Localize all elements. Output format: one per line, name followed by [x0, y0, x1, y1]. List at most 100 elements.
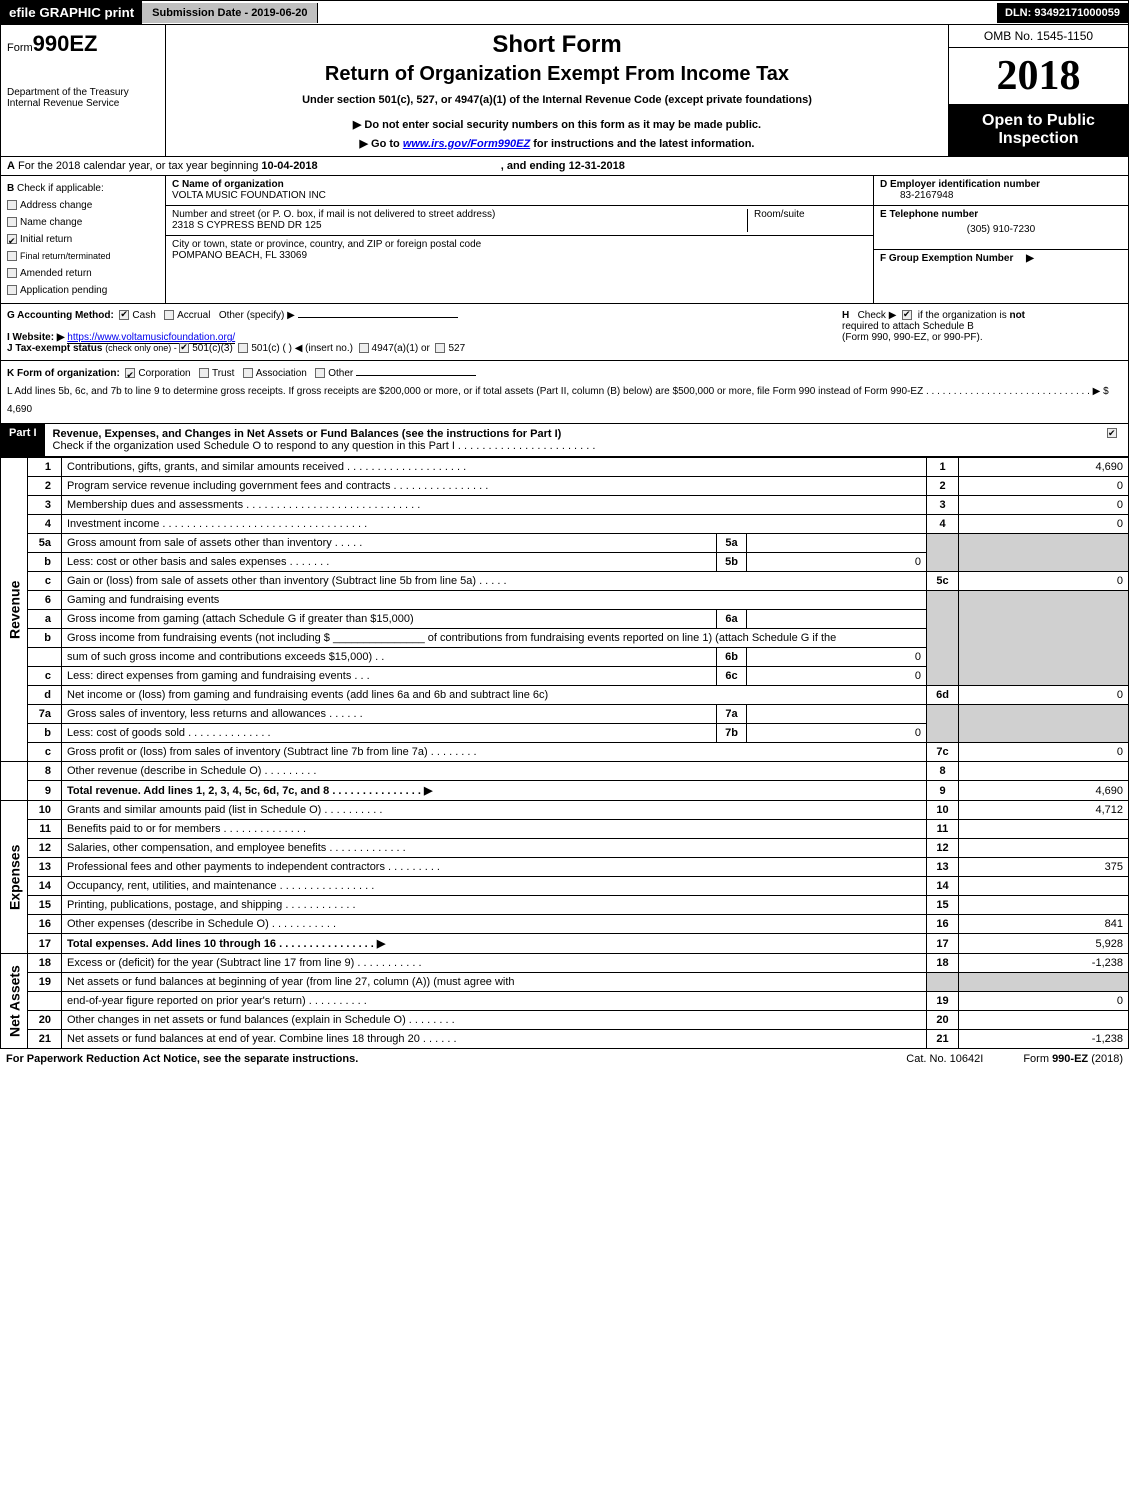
irs-link[interactable]: www.irs.gov/Form990EZ	[403, 138, 530, 150]
line-desc: Gross sales of inventory, less returns a…	[62, 705, 717, 724]
line-desc: Gross amount from sale of assets other t…	[62, 534, 717, 553]
return-title: Return of Organization Exempt From Incom…	[176, 63, 938, 86]
checkbox-cash[interactable]	[119, 310, 129, 320]
initial-return-label: Initial return	[20, 234, 72, 245]
501c3-label: 501(c)(3)	[192, 343, 233, 354]
checkbox-501c3[interactable]	[179, 343, 189, 353]
l-text: L Add lines 5b, 6c, and 7b to line 9 to …	[7, 386, 1103, 397]
table-row: 7a Gross sales of inventory, less return…	[1, 705, 1129, 724]
h-not: not	[1009, 310, 1025, 321]
table-row: 17 Total expenses. Add lines 10 through …	[1, 934, 1129, 954]
line-mid-num: 6b	[717, 648, 747, 667]
table-row: 16 Other expenses (describe in Schedule …	[1, 915, 1129, 934]
form-number: Form990EZ	[7, 31, 159, 57]
top-bar: efile GRAPHIC print Submission Date - 20…	[0, 0, 1129, 25]
city-value: POMPANO BEACH, FL 33069	[172, 250, 307, 261]
checkbox-trust[interactable]	[199, 368, 209, 378]
checkbox-final-return[interactable]	[7, 251, 17, 261]
h-check-label: Check ▶	[858, 310, 897, 321]
line-num: 13	[28, 858, 62, 877]
shaded-cell	[927, 973, 959, 992]
line-num: b	[28, 553, 62, 572]
table-row: 2 Program service revenue including gove…	[1, 477, 1129, 496]
line-mid-val: 0	[747, 724, 927, 743]
checkbox-4947[interactable]	[359, 343, 369, 353]
line-num-blank	[28, 992, 62, 1011]
row-a-tax-year: A For the 2018 calendar year, or tax yea…	[0, 157, 1129, 176]
line-num-blank	[28, 648, 62, 667]
tax-year-end: 12-31-2018	[569, 160, 625, 172]
checkbox-accrual[interactable]	[164, 310, 174, 320]
checkbox-501c[interactable]	[238, 343, 248, 353]
line-num: 5a	[28, 534, 62, 553]
line-desc: Gross income from gaming (attach Schedul…	[62, 610, 717, 629]
line-rnum: 14	[927, 877, 959, 896]
line-rval: 4,690	[959, 458, 1129, 477]
org-name-row: C Name of organization VOLTA MUSIC FOUND…	[166, 176, 873, 206]
line-mid-val: 0	[747, 648, 927, 667]
line-desc: Less: direct expenses from gaming and fu…	[62, 667, 717, 686]
line-desc: sum of such gross income and contributio…	[62, 648, 717, 667]
h-text-2: required to attach Schedule B	[842, 321, 974, 332]
checkbox-association[interactable]	[243, 368, 253, 378]
group-exemption-label: F Group Exemption Number	[880, 253, 1013, 264]
4947-label: 4947(a)(1) or	[372, 343, 430, 354]
line-desc: Gaming and fundraising events	[62, 591, 927, 610]
line-num: 20	[28, 1011, 62, 1030]
line-rval: 375	[959, 858, 1129, 877]
checkbox-h[interactable]	[902, 310, 912, 320]
line-rval	[959, 762, 1129, 781]
checkbox-application-pending[interactable]	[7, 285, 17, 295]
other-org-blank	[356, 375, 476, 376]
line-num: 18	[28, 954, 62, 973]
section-b-c-d: B Check if applicable: Address change Na…	[0, 176, 1129, 304]
part-1-desc: Revenue, Expenses, and Changes in Net As…	[45, 424, 1128, 456]
omb-number: OMB No. 1545-1150	[949, 25, 1128, 48]
line-num: 14	[28, 877, 62, 896]
501c-label: 501(c) ( ) ◀ (insert no.)	[251, 343, 353, 354]
efile-print-button[interactable]: efile GRAPHIC print	[1, 1, 142, 24]
table-row: 4 Investment income . . . . . . . . . . …	[1, 515, 1129, 534]
checkbox-amended-return[interactable]	[7, 268, 17, 278]
dln: DLN: 93492171000059	[997, 3, 1128, 23]
checkbox-address-change[interactable]	[7, 200, 17, 210]
dln-value: 93492171000059	[1034, 7, 1120, 19]
part-1-sub: Check if the organization used Schedule …	[53, 440, 596, 452]
line-rnum: 4	[927, 515, 959, 534]
line-desc: Net income or (loss) from gaming and fun…	[62, 686, 927, 705]
line-desc: Total expenses. Add lines 10 through 16 …	[62, 934, 927, 954]
checkbox-schedule-o[interactable]	[1107, 428, 1117, 438]
checkbox-corporation[interactable]	[125, 368, 135, 378]
checkbox-other-org[interactable]	[315, 368, 325, 378]
association-label: Association	[256, 368, 307, 379]
j-label: J Tax-exempt status	[7, 343, 102, 354]
line-rval: 4,712	[959, 801, 1129, 820]
line-rval	[959, 896, 1129, 915]
line-desc: Grants and similar amounts paid (list in…	[62, 801, 927, 820]
checkbox-527[interactable]	[435, 343, 445, 353]
part-1-label: Part I	[1, 424, 45, 456]
table-row: c Gross profit or (loss) from sales of i…	[1, 743, 1129, 762]
checkbox-name-change[interactable]	[7, 217, 17, 227]
checkbox-initial-return[interactable]	[7, 234, 17, 244]
form-label-big: 990EZ	[33, 31, 98, 56]
other-specify-label: Other (specify) ▶	[219, 310, 295, 321]
line-rval	[959, 839, 1129, 858]
instruction-2: ▶ Go to www.irs.gov/Form990EZ for instru…	[176, 137, 938, 150]
i-label: I Website: ▶	[7, 332, 65, 343]
line-num: 21	[28, 1030, 62, 1049]
subtitle-section: Under section 501(c), 527, or 4947(a)(1)…	[176, 94, 938, 106]
line-desc: Salaries, other compensation, and employ…	[62, 839, 927, 858]
dln-label: DLN:	[1005, 7, 1034, 19]
row-a-text-1: For the 2018 calendar year, or tax year …	[18, 160, 261, 172]
line-num: 8	[28, 762, 62, 781]
cash-label: Cash	[132, 310, 155, 321]
line-desc: Contributions, gifts, grants, and simila…	[62, 458, 927, 477]
city-label: City or town, state or province, country…	[172, 239, 481, 250]
address-change-label: Address change	[20, 200, 92, 211]
table-row: 11 Benefits paid to or for members . . .…	[1, 820, 1129, 839]
k-label: K Form of organization:	[7, 368, 120, 379]
line-rval	[959, 820, 1129, 839]
department: Department of the Treasury	[7, 87, 159, 98]
label-b: B	[7, 183, 14, 194]
